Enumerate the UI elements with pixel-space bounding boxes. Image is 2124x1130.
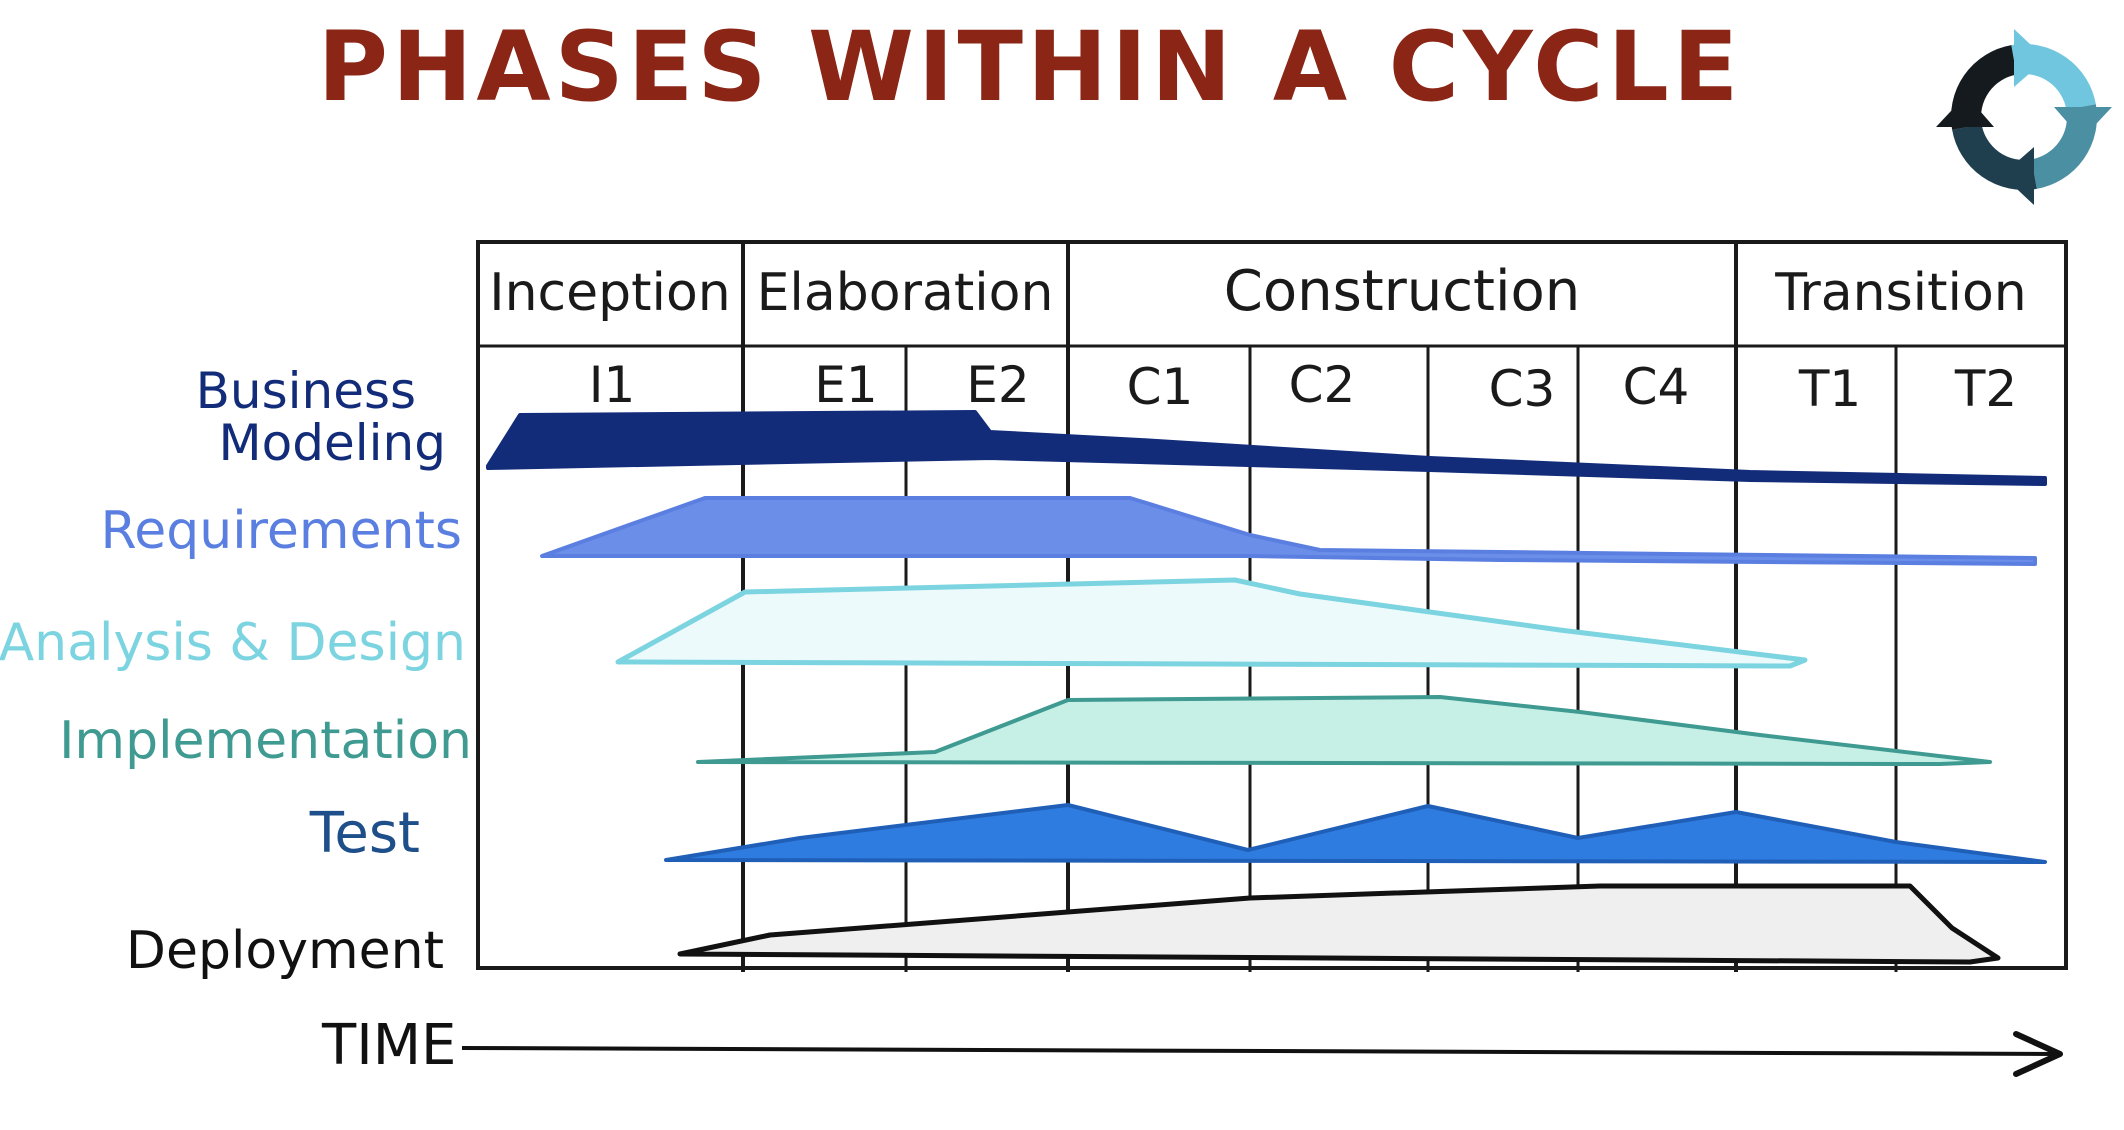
label-analysis-design: Analysis & Design [0,613,466,673]
phase-transition: Transition [1774,263,2026,323]
effort-business-modeling [486,410,2047,486]
iteration-c3: C3 [1489,360,1556,418]
iteration-t2: T2 [1954,360,2017,418]
effort-implementation [696,695,1992,766]
label-business-modeling: Business Modeling [196,362,446,472]
time-arrow-head [2013,1031,2063,1077]
label-deployment: Deployment [126,921,444,981]
iteration-c1: C1 [1127,358,1194,416]
label-requirements: Requirements [100,501,462,561]
phase-elaboration: Elaboration [757,263,1054,323]
iteration-c4: C4 [1623,358,1690,416]
phase-construction: Construction [1224,259,1581,324]
effort-analysis-design [615,577,1808,669]
iteration-i1: I1 [589,356,636,414]
effort-requirements [540,496,2037,566]
time-label: TIME [321,1013,456,1078]
diagram-title: PHASES WITHIN A CYCLE [318,11,1743,123]
grid-border [476,240,2068,970]
effort-test [664,803,2047,864]
label-implementation: Implementation [59,711,472,771]
iteration-t1: T1 [1798,360,1861,418]
iteration-c2: C2 [1289,356,1356,414]
phase-inception: Inception [489,263,731,323]
label-test: Test [309,801,420,866]
cycle-arrows-icon [1936,29,2112,205]
effort-deployment [677,883,2001,965]
iteration-e1: E1 [814,356,877,414]
iteration-e2: E2 [966,356,1029,414]
time-axis-line [461,1046,2057,1056]
